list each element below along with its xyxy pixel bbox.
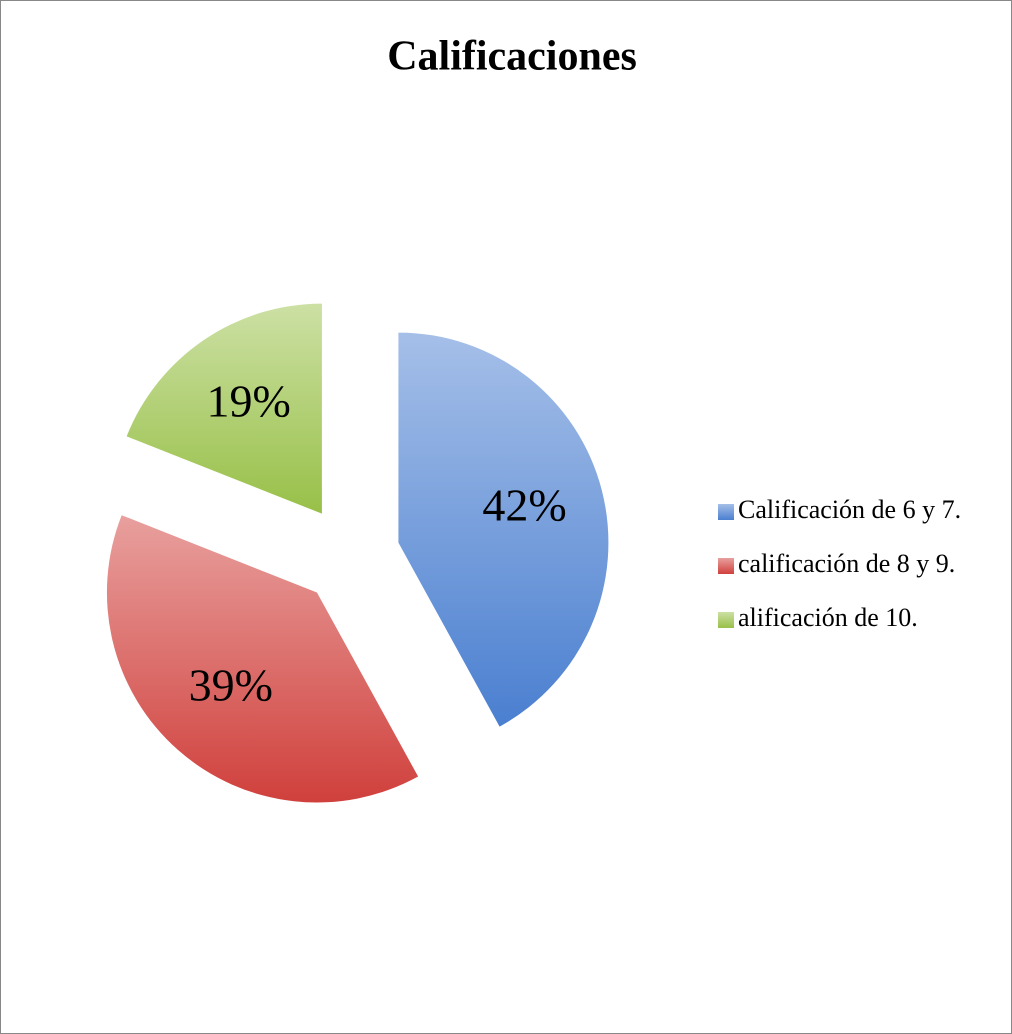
data-label: 39%	[189, 660, 273, 711]
legend-label: Calificación de 6 y 7.	[738, 495, 961, 524]
chart-title: Calificaciones	[387, 34, 637, 80]
legend-label: alificación de 10.	[738, 603, 918, 632]
legend-swatch	[718, 558, 734, 574]
legend-swatch	[718, 612, 734, 628]
pie-slice	[126, 303, 322, 514]
data-label: 42%	[482, 480, 566, 531]
legend-label: calificación de 8 y 9.	[738, 549, 955, 578]
pie-slice	[398, 332, 609, 727]
data-label: 19%	[207, 376, 291, 427]
legend-swatch	[718, 504, 734, 520]
pie-slice	[106, 515, 419, 803]
